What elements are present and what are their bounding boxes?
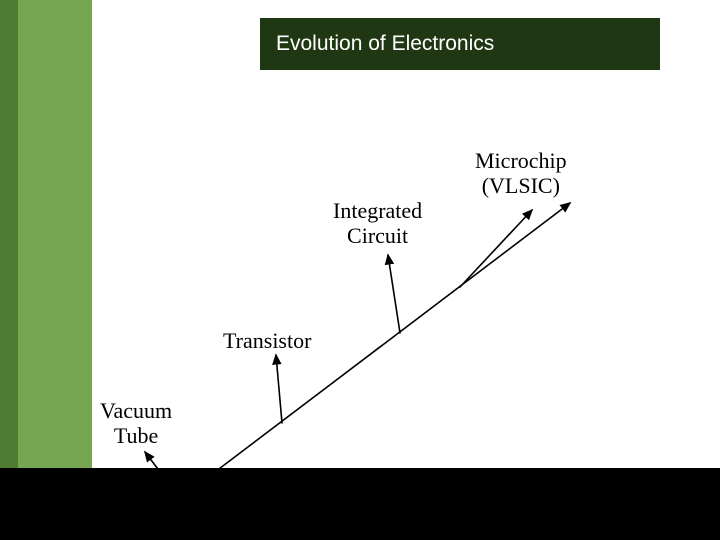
slide-title: Evolution of Electronics (276, 32, 494, 56)
sidebar-stripe-light (18, 0, 92, 540)
title-bar: Evolution of Electronics (260, 18, 660, 70)
label-vacuum-tube: Vacuum Tube (100, 398, 172, 449)
bottom-bar (0, 468, 720, 540)
slide-stage: Evolution of Electronics Microchip (VLSI… (0, 0, 720, 540)
label-transistor: Transistor (223, 328, 311, 353)
evolution-arrows (0, 0, 720, 540)
sidebar-stripe-dark (0, 0, 18, 540)
label-integrated-circuit: Integrated Circuit (333, 198, 422, 249)
label-microchip: Microchip (VLSIC) (475, 148, 567, 199)
